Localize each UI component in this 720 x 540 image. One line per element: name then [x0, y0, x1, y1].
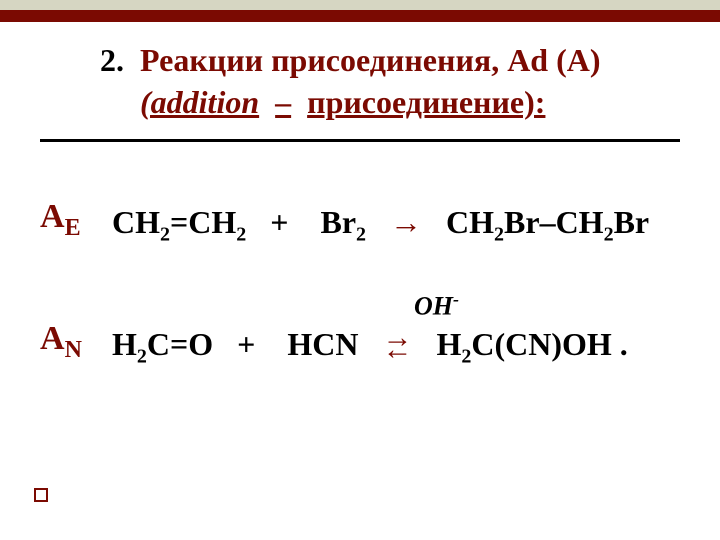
equilibrium-arrow-icon: →←	[382, 329, 412, 365]
rhs-a: H	[436, 326, 461, 362]
lhs-a-mid: С=О	[147, 326, 213, 362]
plus: +	[237, 326, 255, 362]
sub: 2	[494, 224, 504, 246]
label-main: А	[40, 320, 65, 357]
header-title: Реакции присоединения, Ad (A)	[140, 42, 601, 78]
label-sub: N	[65, 336, 82, 362]
rhs-a: CH	[446, 204, 494, 240]
equation-ae: СН2=СН2 + Br2 → CH2Br–CH2Br	[112, 172, 649, 247]
reaction-label-an: АN	[40, 294, 112, 362]
content: АE СН2=СН2 + Br2 → CH2Br–CH2Br АN OH- Н2…	[0, 142, 720, 369]
lhs-b: Br	[320, 204, 356, 240]
header-subtitle-italic: (addition	[140, 84, 259, 120]
label-main: А	[40, 198, 65, 235]
plus: +	[270, 204, 288, 240]
rhs-a-end: Br	[614, 204, 650, 240]
reaction-row: АN OH- Н2С=О + HCN →← H2C(CN)OH .	[40, 294, 680, 369]
header-line2: (addition – присоединение):	[100, 82, 680, 124]
bullet-square-icon	[34, 488, 48, 502]
lhs-a: СН	[112, 204, 160, 240]
header-dash: –	[275, 84, 291, 120]
equation-an: OH- Н2С=О + HCN →← H2C(CN)OH .	[112, 294, 628, 369]
rhs-a-mid: Br–CH	[504, 204, 604, 240]
label-sub: E	[65, 215, 81, 241]
sub: 2	[236, 224, 246, 246]
sub: 2	[137, 345, 147, 367]
header-subtitle-rest: присоединение):	[307, 84, 545, 120]
reaction-row: АE СН2=СН2 + Br2 → CH2Br–CH2Br	[40, 172, 680, 247]
catalyst-sup: -	[453, 289, 459, 309]
header: 2. Реакции присоединения, Ad (A) (additi…	[0, 22, 720, 133]
header-number: 2.	[100, 42, 124, 78]
sub: 2	[356, 224, 366, 246]
rhs-a-mid: C(CN)OH .	[471, 326, 627, 362]
arrow-bot: ←	[382, 341, 412, 359]
catalyst-text: OH	[414, 291, 453, 320]
lhs-a-mid: =СН	[170, 204, 236, 240]
sub: 2	[604, 224, 614, 246]
top-bar	[0, 0, 720, 22]
reaction-label-ae: АE	[40, 172, 112, 240]
sub: 2	[160, 224, 170, 246]
header-line1: 2. Реакции присоединения, Ad (A)	[100, 40, 680, 82]
lhs-b: HCN	[287, 326, 358, 362]
arrow-icon: →	[390, 202, 422, 244]
lhs-a: Н	[112, 326, 137, 362]
sub: 2	[461, 345, 471, 367]
catalyst: OH-	[414, 288, 459, 323]
